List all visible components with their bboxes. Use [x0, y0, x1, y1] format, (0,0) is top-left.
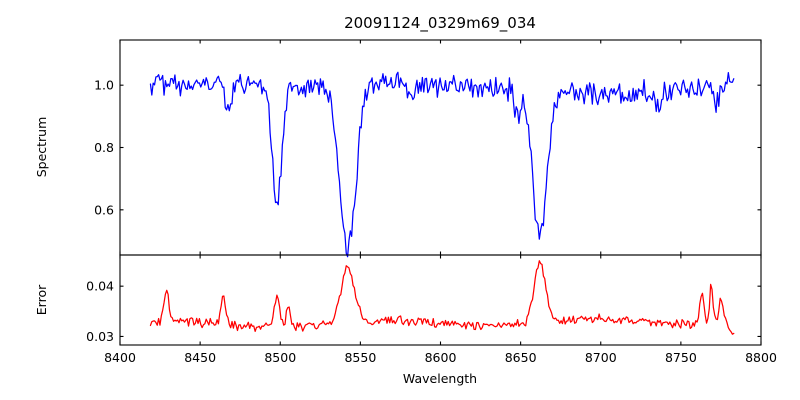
wavelength-tick-label: 8450	[184, 350, 216, 365]
plot-title: 20091124_0329m69_034	[344, 14, 536, 33]
wavelength-tick-label: 8600	[425, 350, 457, 365]
error-ytick-label: 0.03	[86, 329, 114, 344]
wavelength-tick-label: 8800	[745, 350, 777, 365]
spectrum-ytick-label: 0.6	[94, 202, 114, 217]
spectrum-data-line	[149, 71, 735, 258]
wavelength-tick-label: 8700	[585, 350, 617, 365]
error-tick-marks	[119, 255, 762, 345]
wavelength-tick-label: 8550	[344, 350, 376, 365]
error-panel-frame	[119, 254, 762, 346]
spectrum-axis-label: Spectrum	[34, 117, 49, 178]
spectrum-tick-marks	[119, 40, 762, 255]
wavelength-axis-label: Wavelength	[403, 371, 477, 386]
spectrum-ytick-label: 1.0	[94, 78, 114, 93]
spectrum-panel: 0.6 0.8 1.0 Spectrum	[34, 39, 762, 258]
error-ytick-labels: 0.03 0.04	[86, 279, 114, 344]
error-axis-label: Error	[34, 284, 49, 315]
error-data-line	[149, 260, 735, 335]
wavelength-tick-label: 8750	[665, 350, 697, 365]
wavelength-tick-label: 8650	[505, 350, 537, 365]
wavelength-tick-label: 8500	[264, 350, 296, 365]
wavelength-tick-label: 8400	[104, 350, 136, 365]
error-xtick-labels: 8400 8450 8500 8550 8600 8650 8700 8750 8800	[104, 350, 777, 365]
error-panel: 0.03 0.04 8400 8450 8500 8550 8600 8650 8700 875…	[34, 254, 777, 365]
spectrum-ytick-label: 0.8	[94, 140, 114, 155]
spectrum-panel-frame	[119, 39, 762, 256]
spectrum-ytick-labels: 0.6 0.8 1.0	[94, 78, 114, 218]
error-ytick-label: 0.04	[86, 279, 114, 294]
